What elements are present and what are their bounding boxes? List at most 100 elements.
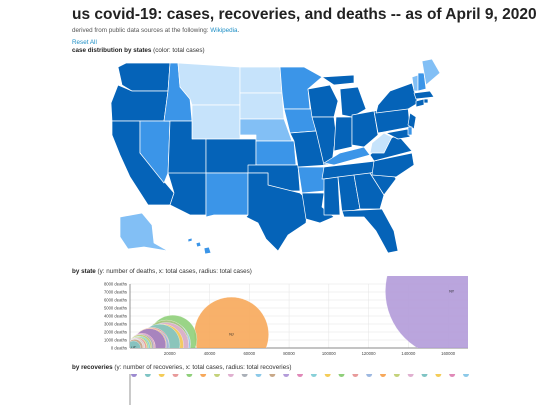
state-MD[interactable] xyxy=(385,128,411,140)
recovery-marker[interactable] xyxy=(227,374,234,377)
state-RI[interactable] xyxy=(423,98,429,104)
recoveries-label-rest: (y: number of recoveries, x: total cases… xyxy=(112,364,292,371)
y-tick-label: 0 deaths xyxy=(111,346,127,351)
recovery-marker[interactable] xyxy=(449,374,456,377)
bubble-chart-label: by state (y: number of deaths, x: total … xyxy=(72,268,252,275)
recovery-marker[interactable] xyxy=(241,374,248,377)
recovery-marker[interactable] xyxy=(407,374,414,377)
state-MA[interactable] xyxy=(413,90,435,100)
us-map xyxy=(110,58,441,255)
bubble-label: NY xyxy=(449,290,455,294)
recovery-marker[interactable] xyxy=(255,374,262,377)
reset-all-link[interactable]: Reset All xyxy=(72,39,97,46)
map-label: case distribution by states (color: tota… xyxy=(72,47,205,54)
bubble-NY[interactable]: NY xyxy=(385,225,518,358)
x-tick-label: 60000 xyxy=(243,351,255,356)
recovery-marker[interactable] xyxy=(324,374,331,377)
state-HI[interactable] xyxy=(187,237,212,255)
recovery-marker[interactable] xyxy=(352,374,359,377)
recovery-marker[interactable] xyxy=(172,374,179,377)
state-SD[interactable] xyxy=(239,92,285,120)
recovery-marker[interactable] xyxy=(310,374,317,377)
state-NE[interactable] xyxy=(239,118,293,142)
recovery-marker[interactable] xyxy=(393,374,400,377)
source-note: derived from public data sources at the … xyxy=(72,27,239,34)
recoveries-label-bold: by recoveries xyxy=(72,364,113,371)
state-WV[interactable] xyxy=(369,132,393,154)
recoveries-chart-label: by recoveries (y: number of recoveries, … xyxy=(72,364,291,371)
map-label-bold: case distribution by states xyxy=(72,47,152,54)
bubble-label-rest: (y: number of deaths, x: total cases, ra… xyxy=(95,268,252,275)
y-tick-label: 4000 deaths xyxy=(104,314,127,319)
x-tick-label: 160000 xyxy=(441,351,456,356)
recoveries-chart xyxy=(129,374,469,405)
state-NY[interactable] xyxy=(375,82,419,114)
state-KS[interactable] xyxy=(255,140,297,166)
recovery-marker[interactable] xyxy=(283,374,290,377)
state-AZ[interactable] xyxy=(167,172,207,216)
state-AK[interactable] xyxy=(119,212,169,252)
recovery-marker[interactable] xyxy=(421,374,428,377)
bubble-label: NJ xyxy=(229,333,234,337)
y-tick-label: 2000 deaths xyxy=(104,330,127,335)
recovery-marker[interactable] xyxy=(214,374,220,377)
state-DE[interactable] xyxy=(407,126,413,136)
recovery-marker[interactable] xyxy=(144,374,151,377)
state-NH[interactable] xyxy=(417,72,427,92)
source-suffix: . xyxy=(237,27,240,34)
recovery-marker[interactable] xyxy=(338,374,345,377)
state-OH[interactable] xyxy=(351,110,379,148)
x-tick-label: 80000 xyxy=(283,351,295,356)
state-MS[interactable] xyxy=(323,176,341,216)
y-tick-label: 1000 deaths xyxy=(104,338,127,343)
y-tick-label: 8000 deaths xyxy=(104,282,127,287)
recovery-marker[interactable] xyxy=(297,374,303,377)
state-IN[interactable] xyxy=(333,116,353,152)
x-tick-label: 100000 xyxy=(322,351,337,356)
bubble-chart: 0 deaths 1000 deaths 2000 deaths 3000 death… xyxy=(104,276,468,356)
x-tick-label: 20000 xyxy=(164,351,176,356)
bubble-circle[interactable] xyxy=(385,225,518,358)
recovery-marker[interactable] xyxy=(435,374,442,377)
state-WI[interactable] xyxy=(307,84,339,118)
state-NM[interactable] xyxy=(205,172,249,218)
state-ME[interactable] xyxy=(421,58,441,86)
source-prefix: derived from public data sources at the … xyxy=(72,27,211,34)
state-TX[interactable] xyxy=(245,172,309,252)
recovery-marker[interactable] xyxy=(200,374,207,377)
wikipedia-link[interactable]: Wikipedia xyxy=(210,27,238,34)
recovery-marker[interactable] xyxy=(131,374,137,377)
y-tick-label: 5000 deaths xyxy=(104,306,127,311)
state-ND[interactable] xyxy=(239,66,283,94)
bubble-label: UT xyxy=(131,346,137,350)
x-tick-label: 140000 xyxy=(401,351,416,356)
y-tick-label: 3000 deaths xyxy=(104,322,127,327)
state-WA[interactable] xyxy=(117,62,171,92)
recovery-marker[interactable] xyxy=(158,374,165,377)
state-KY[interactable] xyxy=(323,146,371,166)
bubble-circle[interactable] xyxy=(127,340,141,355)
recovery-marker[interactable] xyxy=(463,374,469,377)
state-CT[interactable] xyxy=(415,98,425,108)
page-title: us covid-19: cases, recoveries, and deat… xyxy=(72,6,537,23)
recovery-marker[interactable] xyxy=(186,374,193,377)
bubble-UT[interactable]: UT xyxy=(127,340,141,355)
state-MI[interactable] xyxy=(321,74,367,118)
recovery-marker[interactable] xyxy=(366,374,373,377)
y-tick-label: 6000 deaths xyxy=(104,298,127,303)
state-NJ[interactable] xyxy=(407,112,417,130)
map-label-rest: (color: total cases) xyxy=(151,47,205,54)
state-GA[interactable] xyxy=(353,172,385,210)
x-tick-label: 40000 xyxy=(204,351,216,356)
state-AR[interactable] xyxy=(297,166,327,194)
recovery-marker[interactable] xyxy=(269,374,276,377)
x-tick-label: 120000 xyxy=(362,351,377,356)
bubble-NJ[interactable]: NJ xyxy=(193,296,269,372)
state-NC[interactable] xyxy=(371,152,415,178)
recovery-marker[interactable] xyxy=(380,374,386,377)
state-FL[interactable] xyxy=(341,208,399,254)
bubble-label-bold: by state xyxy=(72,268,96,275)
state-WY[interactable] xyxy=(191,104,241,140)
state-MN[interactable] xyxy=(279,66,323,110)
y-tick-label: 7000 deaths xyxy=(104,290,127,295)
